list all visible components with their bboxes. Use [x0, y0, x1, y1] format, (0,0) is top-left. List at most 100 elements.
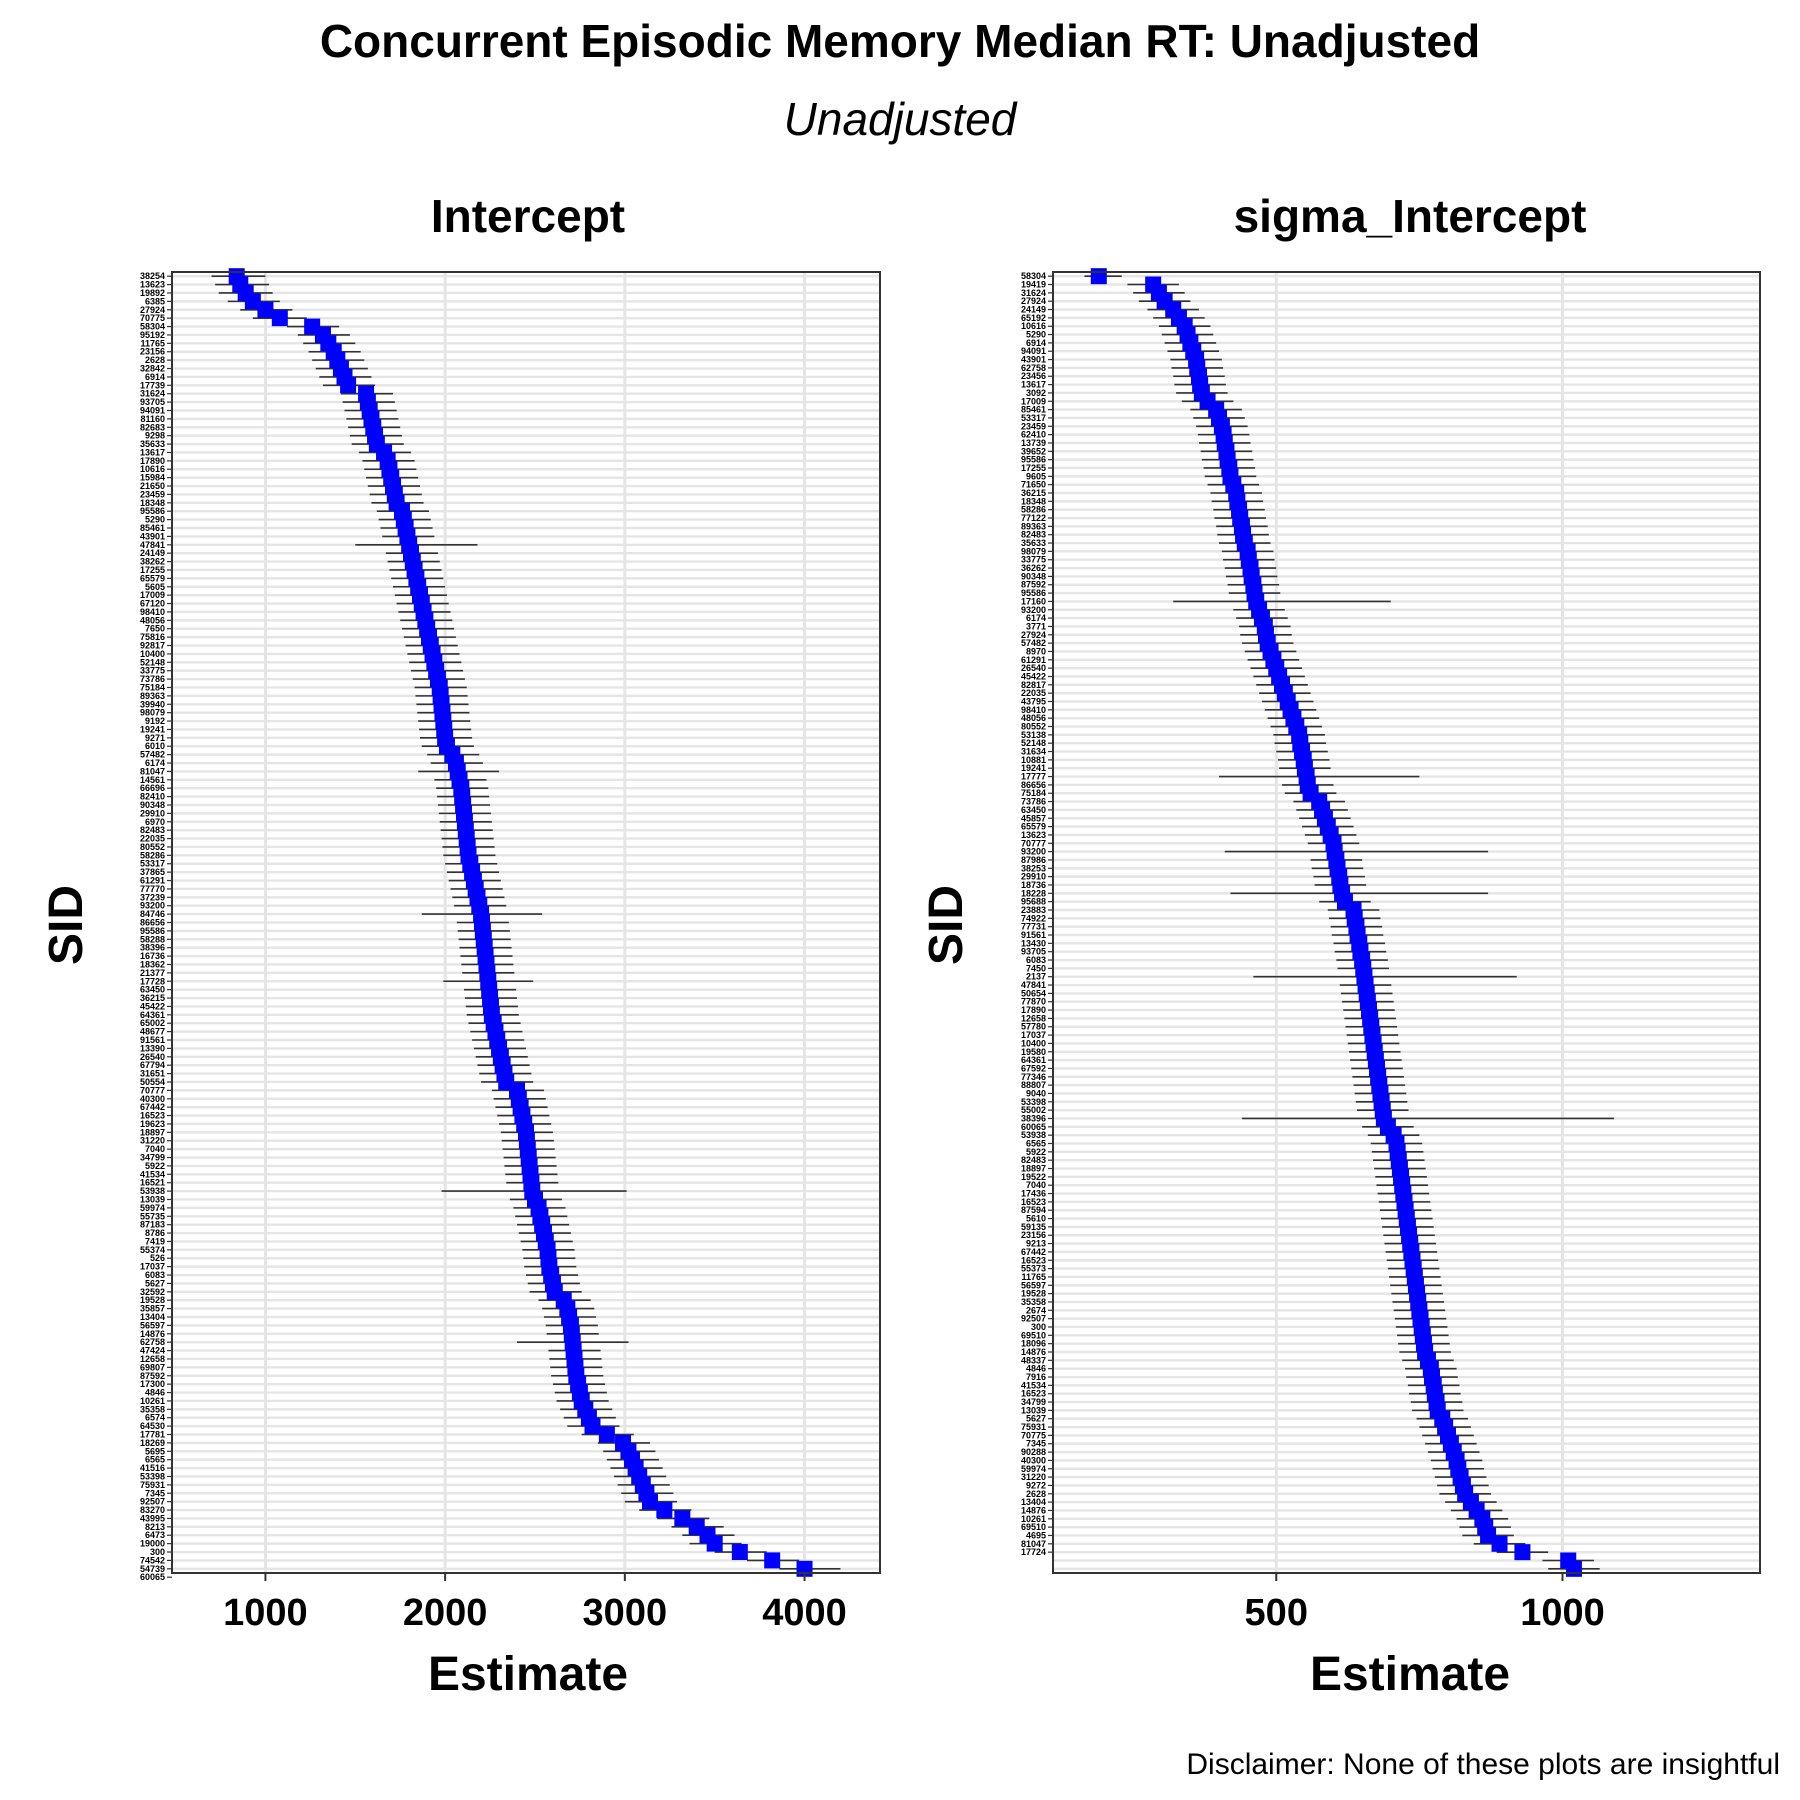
y-tick-label: 17009: [140, 590, 165, 600]
y-tick-label: 6473: [145, 1530, 165, 1540]
y-tick-label: 27924: [1021, 296, 1046, 306]
data-point: [244, 293, 261, 310]
x-tick-label: 1000: [223, 1592, 308, 1634]
panel-border: [1052, 271, 1761, 1574]
y-tick-label: 31634: [1021, 747, 1046, 757]
x-tick-label: 2000: [403, 1592, 488, 1634]
y-tick-label: 50554: [140, 1077, 165, 1087]
data-point: [706, 1535, 723, 1552]
y-tick-label: 17777: [1021, 772, 1046, 782]
y-tick-label: 43995: [140, 1513, 165, 1523]
y-tick-label: 33775: [140, 666, 165, 676]
y-tick-label: 16523: [140, 1111, 165, 1121]
y-tick-label: 81047: [1021, 1539, 1046, 1549]
y-tick-label: 14876: [1021, 1505, 1046, 1515]
y-tick-label: 31624: [1021, 288, 1046, 298]
y-tick-label: 5922: [145, 1161, 165, 1171]
panel-title-sigma-intercept: sigma_Intercept: [1234, 190, 1587, 242]
y-tick-label: 13404: [1021, 1497, 1046, 1507]
y-tick-label: 94091: [1021, 346, 1046, 356]
y-tick-label: 7040: [1026, 1180, 1046, 1190]
y-tick-label: 17739: [140, 380, 165, 390]
y-tick-label: 95688: [1021, 897, 1046, 907]
y-tick-label: 48056: [1021, 713, 1046, 723]
x-axis-title-intercept: Estimate: [428, 1648, 628, 1701]
y-tick-label: 83270: [140, 1505, 165, 1515]
y-tick-label: 69807: [140, 1362, 165, 1372]
y-tick-label: 300: [1031, 1322, 1046, 1332]
y-tick-label: 17037: [140, 1262, 165, 1272]
y-tick-label: 17724: [1021, 1547, 1046, 1557]
y-tick-label: 36215: [140, 993, 165, 1003]
y-tick-label: 40300: [140, 1094, 165, 1104]
y-tick-label: 55374: [140, 1245, 165, 1255]
y-tick-label: 35358: [1021, 1297, 1046, 1307]
y-tick-label: 17160: [1021, 596, 1046, 606]
y-tick-label: 67592: [1021, 1063, 1046, 1073]
y-tick-label: 70775: [1021, 1430, 1046, 1440]
y-tick-label: 38262: [140, 557, 165, 567]
y-tick-label: 82483: [1021, 530, 1046, 540]
data-point: [271, 310, 288, 327]
y-tick-label: 9272: [1026, 1480, 1046, 1490]
data-point: [674, 1510, 691, 1527]
y-tick-label: 6385: [145, 296, 165, 306]
y-tick-label: 58286: [140, 850, 165, 860]
data-point: [764, 1552, 781, 1569]
y-tick-label: 58286: [1021, 505, 1046, 515]
y-tick-label: 14561: [140, 775, 165, 785]
y-tick-label: 53398: [1021, 1097, 1046, 1107]
y-tick-label: 64361: [140, 1010, 165, 1020]
y-tick-label: 7916: [1026, 1372, 1046, 1382]
y-tick-label: 47841: [1021, 980, 1046, 990]
y-tick-label: 19241: [140, 724, 165, 734]
y-tick-label: 82483: [1021, 1155, 1046, 1165]
y-tick-label: 75931: [140, 1480, 165, 1490]
y-tick-label: 98079: [1021, 546, 1046, 556]
x-axis-title-sigma-intercept: Estimate: [1310, 1648, 1510, 1701]
y-tick-label: 82817: [1021, 680, 1046, 690]
y-tick-label: 74922: [1021, 913, 1046, 923]
y-tick-label: 98410: [1021, 705, 1046, 715]
y-tick-label: 38396: [140, 943, 165, 953]
y-tick-label: 16736: [140, 951, 165, 961]
y-tick-label: 93705: [1021, 947, 1046, 957]
y-tick-label: 32842: [140, 364, 165, 374]
y-tick-label: 90348: [140, 800, 165, 810]
y-tick-label: 29910: [1021, 872, 1046, 882]
y-tick-label: 21377: [140, 968, 165, 978]
y-tick-label: 75184: [1021, 788, 1046, 798]
y-tick-label: 54739: [140, 1564, 165, 1574]
y-tick-label: 58304: [140, 322, 165, 332]
y-tick-label: 6970: [145, 817, 165, 827]
y-tick-label: 47424: [140, 1346, 165, 1356]
y-tick-label: 8970: [1026, 646, 1046, 656]
y-tick-label: 37239: [140, 892, 165, 902]
y-tick-label: 7450: [1026, 963, 1046, 973]
y-tick-label: 17890: [140, 456, 165, 466]
y-tick-label: 23156: [140, 347, 165, 357]
y-tick-label: 55735: [140, 1211, 165, 1221]
y-tick-label: 95586: [1021, 588, 1046, 598]
y-tick-label: 58288: [140, 934, 165, 944]
y-tick-label: 70775: [140, 313, 165, 323]
y-tick-label: 18348: [1021, 496, 1046, 506]
y-tick-label: 59974: [140, 1203, 165, 1213]
y-tick-label: 65579: [140, 573, 165, 583]
y-tick-label: 93200: [1021, 605, 1046, 615]
y-tick-label: 17436: [1021, 1189, 1046, 1199]
y-tick-label: 59135: [1021, 1222, 1046, 1232]
y-tick-label: 93200: [140, 901, 165, 911]
y-tick-label: 31624: [140, 389, 165, 399]
y-tick-label: 13617: [1021, 380, 1046, 390]
y-tick-label: 61291: [140, 876, 165, 886]
y-tick-label: 17255: [140, 565, 165, 575]
y-tick-label: 93705: [140, 397, 165, 407]
y-tick-label: 91561: [1021, 930, 1046, 940]
y-tick-label: 32592: [140, 1287, 165, 1297]
y-tick-label: 63450: [1021, 805, 1046, 815]
data-point: [584, 1418, 601, 1435]
y-tick-label: 7345: [1026, 1439, 1046, 1449]
y-tick-label: 45422: [140, 1001, 165, 1011]
